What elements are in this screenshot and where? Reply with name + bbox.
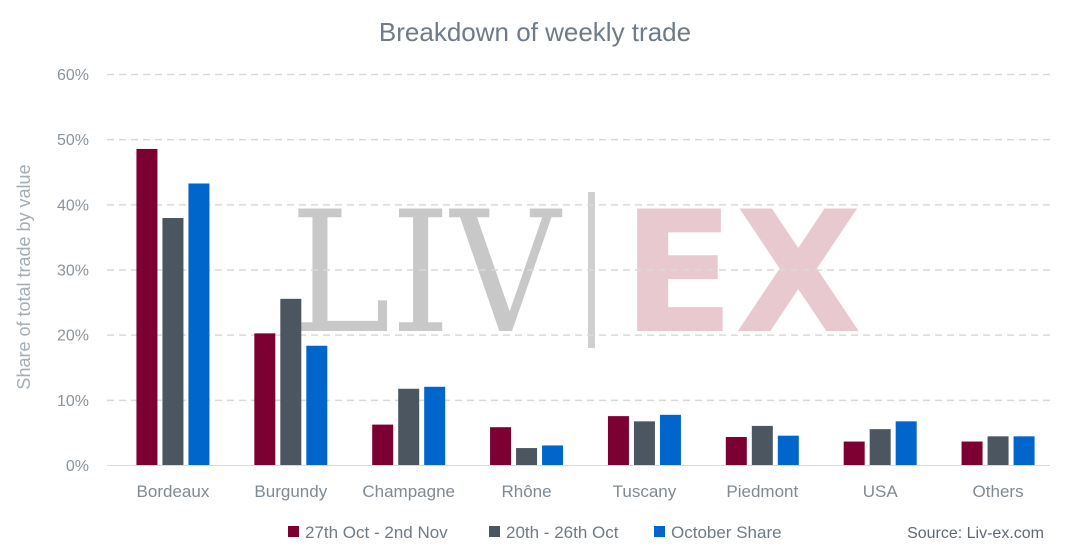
bars bbox=[136, 148, 1035, 466]
bar bbox=[633, 421, 655, 465]
bar bbox=[542, 445, 564, 465]
bar bbox=[725, 436, 747, 465]
bar bbox=[777, 435, 799, 465]
x-axis-categories: Bordeaux Burgundy Champagne Rhône Tuscany Pie… bbox=[137, 482, 1024, 501]
chart-title: Breakdown of weekly trade bbox=[379, 17, 691, 47]
gridlines bbox=[107, 73, 1050, 402]
y-axis-label: Share of total trade by value bbox=[14, 164, 34, 389]
bar bbox=[895, 421, 917, 465]
x-tick-label: Others bbox=[973, 482, 1024, 501]
legend: 27th Oct - 2nd Nov 20th - 26th Oct October… bbox=[288, 523, 782, 542]
watermark-liv: LIV bbox=[290, 175, 562, 371]
liv-ex-watermark: LIV EX bbox=[290, 175, 862, 371]
y-tick-label: 10% bbox=[57, 393, 89, 410]
bar bbox=[961, 441, 983, 465]
y-tick-label: 20% bbox=[57, 328, 89, 345]
source-note: Source: Liv-ex.com bbox=[907, 525, 1044, 542]
y-tick-label: 0% bbox=[66, 458, 89, 475]
bar bbox=[136, 148, 158, 466]
bar bbox=[188, 183, 210, 466]
y-tick-label: 40% bbox=[57, 197, 89, 214]
bar bbox=[659, 414, 681, 465]
x-tick-label: Tuscany bbox=[613, 482, 677, 501]
y-axis-ticks: 0% 10% 20% 30% 40% 50% 60% bbox=[57, 67, 89, 475]
bar bbox=[424, 386, 446, 465]
bar bbox=[607, 416, 629, 465]
x-tick-label: Burgundy bbox=[254, 482, 327, 501]
y-tick-label: 60% bbox=[57, 67, 89, 84]
bar bbox=[306, 345, 328, 465]
y-tick-label: 50% bbox=[57, 132, 89, 149]
x-tick-label: Rhône bbox=[502, 482, 552, 501]
bar bbox=[1013, 436, 1035, 465]
bar bbox=[516, 448, 538, 465]
bar bbox=[254, 333, 276, 465]
bar bbox=[398, 388, 420, 465]
y-tick-label: 30% bbox=[57, 263, 89, 280]
legend-label: October Share bbox=[671, 523, 782, 542]
legend-label: 27th Oct - 2nd Nov bbox=[305, 523, 448, 542]
bar bbox=[280, 298, 302, 465]
bar bbox=[869, 429, 891, 465]
x-tick-label: Piedmont bbox=[726, 482, 798, 501]
bar bbox=[987, 436, 1009, 465]
bar bbox=[162, 218, 184, 465]
legend-swatch bbox=[288, 526, 299, 537]
bar bbox=[490, 427, 512, 465]
bar bbox=[372, 424, 394, 465]
bar bbox=[843, 441, 865, 465]
watermark-ex: EX bbox=[622, 175, 862, 371]
x-tick-label: USA bbox=[863, 482, 899, 501]
legend-label: 20th - 26th Oct bbox=[506, 523, 619, 542]
bar bbox=[751, 425, 773, 465]
x-tick-label: Champagne bbox=[362, 482, 455, 501]
legend-swatch bbox=[654, 526, 665, 537]
legend-swatch bbox=[489, 526, 500, 537]
x-tick-label: Bordeaux bbox=[137, 482, 210, 501]
